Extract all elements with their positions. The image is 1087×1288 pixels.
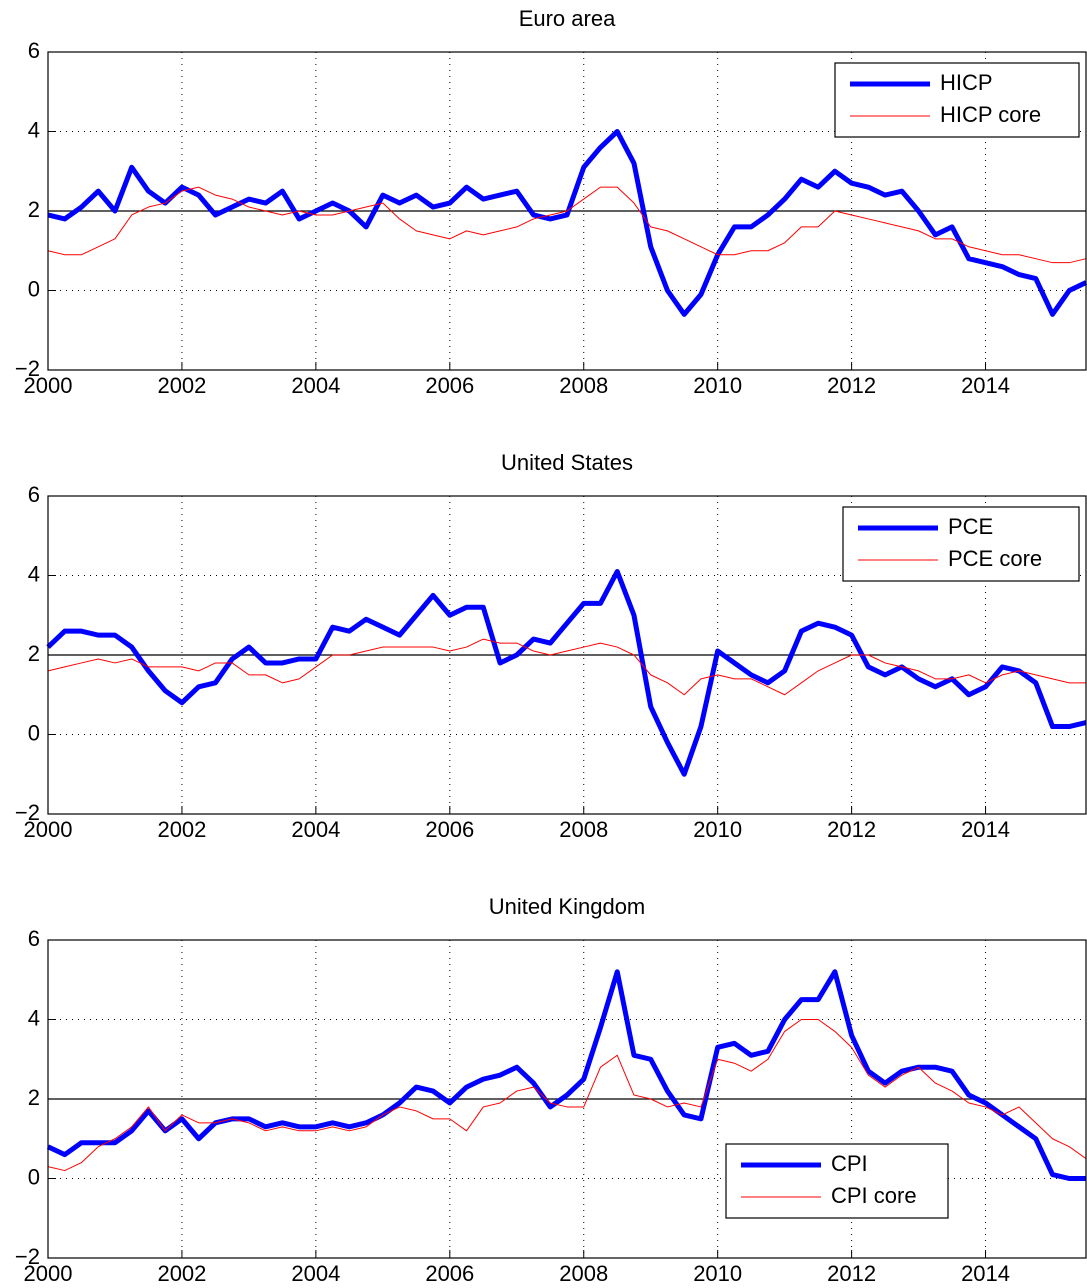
y-tick-label: 2 [28, 1085, 40, 1110]
series-line [47, 186, 1087, 264]
x-tick-label: 2008 [559, 1261, 608, 1286]
x-tick-label: 2014 [961, 373, 1010, 398]
series-line [47, 638, 1086, 696]
x-tick-label: 2012 [827, 817, 876, 842]
x-tick-label: 2006 [425, 817, 474, 842]
legend-label: HICP [940, 70, 993, 95]
x-tick-label: 2006 [425, 1261, 474, 1286]
panel: United States 2000 2002 2004 2006 2008 2010 201… [15, 450, 1087, 842]
legend-label: CPI [831, 1151, 868, 1176]
x-tick-label: 2004 [291, 373, 340, 398]
y-tick-label: 4 [28, 561, 40, 586]
x-tick-label: 2014 [961, 1261, 1010, 1286]
x-tick-label: 2002 [157, 373, 206, 398]
x-tick-label: 2012 [827, 373, 876, 398]
y-tick-label: −2 [15, 356, 40, 381]
x-tick-label: 2014 [961, 817, 1010, 842]
x-tick-label: 2008 [559, 817, 608, 842]
legend [725, 1143, 949, 1219]
x-tick-label: 2010 [693, 373, 742, 398]
y-tick-label: 6 [28, 482, 40, 507]
axes-box [47, 495, 1087, 815]
x-tick-label: 2004 [291, 817, 340, 842]
y-tick-label: 0 [28, 720, 40, 745]
legend-label: PCE [948, 514, 993, 539]
x-tick-label: 2006 [425, 373, 474, 398]
legend-label: PCE core [948, 546, 1042, 571]
y-tick-label: 2 [28, 641, 40, 666]
x-tick-label: 2002 [157, 1261, 206, 1286]
y-tick-label: 2 [28, 197, 40, 222]
x-tick-label: 2000 [24, 817, 73, 842]
chart-title: United States [501, 450, 633, 475]
legend [834, 62, 1080, 138]
legend-label: HICP core [940, 102, 1041, 127]
chart-title: Euro area [519, 6, 616, 31]
panel: Euro area 2000 2002 2004 2006 2008 2010 2012 201… [15, 6, 1087, 398]
y-tick-label: −2 [15, 800, 40, 825]
x-tick-label: 2000 [24, 373, 73, 398]
series-line [47, 129, 1087, 317]
axes-box [47, 939, 1087, 1259]
legend [842, 506, 1080, 582]
chart-title: United Kingdom [489, 894, 646, 919]
x-tick-label: 2000 [24, 1261, 73, 1286]
series-line [47, 1019, 1087, 1172]
x-tick-label: 2010 [693, 817, 742, 842]
y-tick-label: 0 [28, 276, 40, 301]
x-tick-label: 2002 [157, 817, 206, 842]
x-tick-label: 2012 [827, 1261, 876, 1286]
y-tick-label: 6 [28, 38, 40, 63]
y-tick-label: 4 [28, 1005, 40, 1030]
x-tick-label: 2008 [559, 373, 608, 398]
axes-box [47, 51, 1087, 371]
y-tick-label: −2 [15, 1244, 40, 1269]
x-tick-label: 2010 [693, 1261, 742, 1286]
series-line [46, 569, 1087, 777]
x-tick-label: 2004 [291, 1261, 340, 1286]
y-tick-label: 4 [28, 117, 40, 142]
legend-label: CPI core [831, 1183, 917, 1208]
y-tick-label: 6 [28, 926, 40, 951]
y-tick-label: 0 [28, 1164, 40, 1189]
